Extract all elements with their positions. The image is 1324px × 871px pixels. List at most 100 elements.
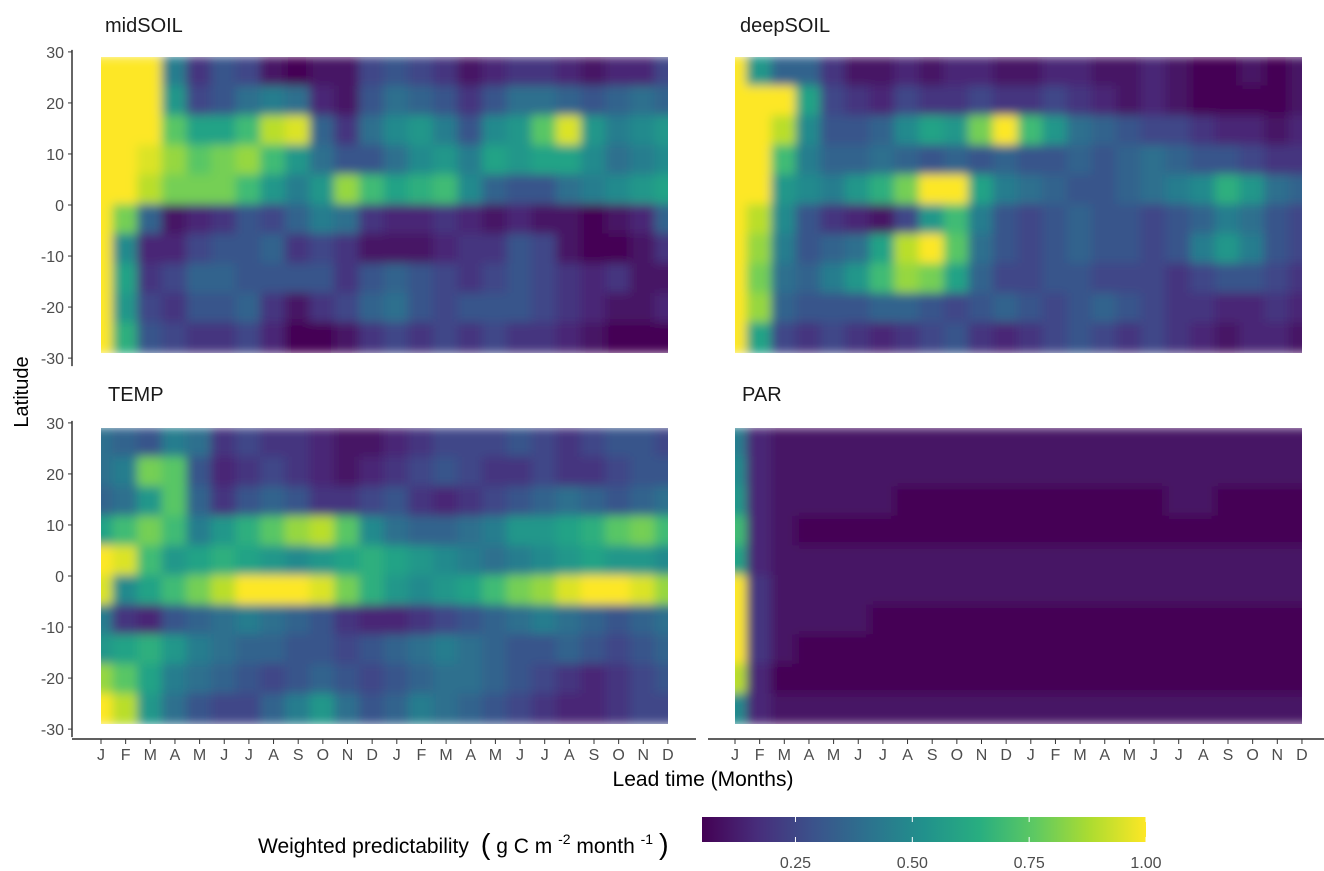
- heatmap-cell: [1066, 545, 1094, 577]
- heatmap-cell: [771, 57, 798, 88]
- x-tick-label: J: [1175, 747, 1183, 764]
- heatmap-cell: [1066, 57, 1094, 88]
- heatmap-cell: [482, 663, 509, 696]
- x-tick-label: M: [144, 747, 157, 764]
- heatmap-cell: [556, 545, 583, 577]
- heatmap-cell: [1091, 292, 1118, 325]
- heatmap-cell: [746, 575, 773, 607]
- heatmap-cell: [1288, 115, 1302, 147]
- heatmap-cell: [101, 292, 115, 325]
- heatmap-cell: [408, 693, 435, 724]
- heatmap-cell: [506, 456, 534, 489]
- heatmap-cell: [260, 663, 287, 696]
- heatmap-cell: [894, 428, 921, 459]
- heatmap-cell: [1214, 515, 1242, 548]
- heatmap-cell: [358, 233, 386, 266]
- heatmap-cell: [1190, 545, 1217, 577]
- heatmap-cell: [1017, 292, 1045, 325]
- heatmap-cell: [580, 292, 608, 325]
- heatmap-cell: [334, 263, 361, 295]
- heatmap-cell: [992, 174, 1020, 206]
- heatmap-cell: [161, 85, 189, 118]
- heatmap-cell: [630, 428, 657, 459]
- heatmap-cell: [531, 515, 558, 548]
- heatmap-cell: [1264, 486, 1291, 518]
- heatmap-cell: [820, 575, 847, 607]
- heatmap-cell: [1165, 515, 1192, 548]
- heatmap-cell: [1214, 263, 1242, 295]
- heatmap-cell: [918, 292, 946, 325]
- x-tick-label: S: [927, 747, 938, 764]
- heatmap-cell: [771, 263, 798, 295]
- heatmap-cell: [358, 515, 386, 548]
- heatmap-cell: [556, 292, 583, 325]
- heatmap-cell: [210, 263, 238, 295]
- heatmap-cell: [943, 428, 971, 459]
- heatmap-cell: [1288, 292, 1302, 325]
- heatmap-cell: [992, 233, 1020, 266]
- heatmap-cell: [968, 174, 995, 206]
- heatmap-cell: [943, 115, 971, 147]
- heatmap-cell: [630, 575, 657, 607]
- heatmap-cell: [235, 575, 263, 607]
- heatmap-cell: [1140, 204, 1168, 236]
- heatmap-cell: [735, 634, 749, 666]
- heatmap-cell: [556, 322, 583, 353]
- panel-title-par: PAR: [742, 384, 782, 406]
- heatmap-cell: [457, 292, 484, 325]
- heatmap-cell: [1066, 693, 1094, 724]
- heatmap-cell: [820, 456, 847, 489]
- heatmap-cell: [746, 174, 773, 206]
- heatmap-cell: [1042, 486, 1069, 518]
- heatmap-cell: [309, 428, 337, 459]
- colorbar-ticks: 0.25 0.50 0.75 1.00: [780, 817, 1162, 871]
- heatmap-cell: [457, 486, 484, 518]
- heatmap-cell: [580, 515, 608, 548]
- heatmap-cell: [992, 663, 1020, 696]
- heatmap-cell: [894, 57, 921, 88]
- heatmap-cell: [235, 322, 263, 353]
- heatmap-cell: [820, 144, 847, 177]
- heatmap-cell: [112, 57, 139, 88]
- heatmap-cell: [284, 693, 312, 724]
- panel-title-deepsoil: deepSOIL: [740, 15, 830, 37]
- heatmap-cell: [1066, 174, 1094, 206]
- heatmap-cell: [1140, 515, 1168, 548]
- heatmap-cell: [1091, 575, 1118, 607]
- heatmap-cell: [334, 322, 361, 353]
- heatmap-cell: [383, 115, 411, 147]
- heatmap-cell: [1239, 204, 1266, 236]
- heatmap-cell: [968, 263, 995, 295]
- heatmap-cell: [918, 634, 946, 666]
- heatmap-cell: [820, 115, 847, 147]
- heatmap-cell: [605, 515, 632, 548]
- heatmap-cell: [1214, 486, 1242, 518]
- heatmap-cell: [894, 634, 921, 666]
- heatmap-cell: [358, 85, 386, 118]
- heatmap-cell: [235, 663, 263, 696]
- heatmap-cell: [1165, 57, 1192, 88]
- x-tick-label: A: [1198, 747, 1209, 764]
- heatmap-cell: [1190, 456, 1217, 489]
- heatmap-cell: [556, 85, 583, 118]
- heatmap-cell: [654, 693, 668, 724]
- heatmap-cell: [284, 322, 312, 353]
- heatmap-cell: [1042, 428, 1069, 459]
- heatmap-cell: [112, 233, 139, 266]
- heatmap-cell: [820, 545, 847, 577]
- heatmap-cell: [869, 263, 897, 295]
- heatmap-panel-deepsoil: [735, 57, 1302, 353]
- heatmap-cell: [844, 204, 872, 236]
- heatmap-cell: [260, 456, 287, 489]
- heatmap-cell: [968, 144, 995, 177]
- heatmap-cell: [654, 204, 668, 236]
- heatmap-cell: [186, 663, 213, 696]
- heatmap-cell: [1288, 85, 1302, 118]
- heatmap-cell: [1264, 456, 1291, 489]
- heatmap-cell: [358, 322, 386, 353]
- x-tick-label: A: [902, 747, 913, 764]
- heatmap-cell: [101, 85, 115, 118]
- heatmap-cell: [1042, 663, 1069, 696]
- heatmap-cell: [1066, 115, 1094, 147]
- heatmap-cell: [235, 604, 263, 637]
